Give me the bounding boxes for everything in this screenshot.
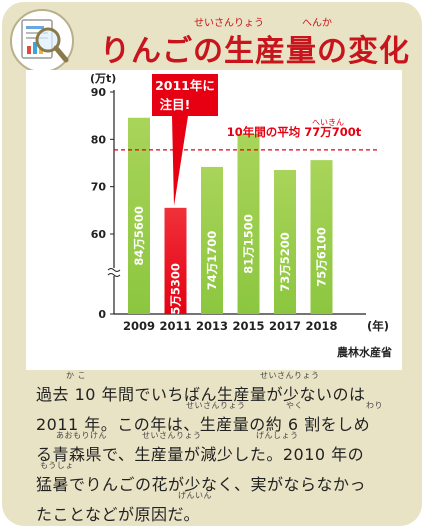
axis-break-mark-2 (107, 273, 121, 277)
callout-bubble (152, 74, 218, 206)
bar-2011 (164, 207, 187, 314)
ruby-annotation: せいさんりょう (260, 371, 320, 380)
y-tick-label: 70 (91, 181, 107, 194)
bar-value-label: 81万1500 (242, 214, 256, 274)
title-ruby-henka: へんか (302, 18, 332, 29)
x-tick-label: 2015 (232, 319, 264, 333)
bar-2013 (201, 166, 223, 314)
paragraph-line-text: たことなどが原因だ。 (36, 505, 201, 524)
axis-break-mark-1 (107, 268, 121, 272)
ruby-annotation: せいさんりょう (142, 431, 202, 440)
paragraph-line: 猛暑でりんごの花が少なく、実がならなかっ もうしょ (36, 461, 408, 495)
paragraph-line-text: 過去 10 年間でいちばん生産量が少ないのは (36, 385, 366, 404)
bar-2015 (237, 133, 260, 314)
paragraph-line-text: 2011 年。この年は、生産量の約 6 割をしめ (36, 415, 371, 434)
ruby-annotation: せいさんりょう (186, 401, 246, 410)
ruby-annotation: げんしょう (256, 431, 299, 440)
x-tick-label: 2017 (269, 319, 301, 333)
source-label: 農林水産省 (337, 345, 392, 359)
callout-line-2: 注目! (160, 97, 191, 112)
bar-2018 (310, 160, 333, 314)
bar-2009 (128, 117, 150, 314)
ruby-annotation: げんいん (178, 491, 212, 500)
ruby-annotation: か こ (66, 371, 87, 380)
average-ruby: へいきん (312, 118, 344, 127)
bar-2017 (274, 170, 296, 314)
y-tick-label: 60 (91, 228, 107, 241)
y-tick-label: 90 (91, 86, 107, 99)
magnifier-chart-icon (10, 9, 74, 73)
bar-value-label: 73万5200 (278, 232, 292, 292)
ruby-annotation: もうしょ (40, 461, 74, 470)
bar-value-label: 84万5600 (132, 206, 146, 266)
bar-value-label: 74万1700 (205, 231, 219, 291)
paragraph-line: たことなどが原因だ。 げんいん (36, 491, 408, 525)
ruby-annotation: わり (366, 401, 383, 410)
x-axis-suffix: (年) (367, 319, 389, 333)
paragraph-line: る青森県で、生産量が減少した。2010 年の あおもりけん せいさんりょう げんしょう (36, 431, 408, 465)
paragraph-line: 過去 10 年間でいちばん生産量が少ないのは か こ せいさんりょう (36, 371, 408, 405)
paragraph-line-text: る青森県で、生産量が減少した。2010 年の (36, 445, 365, 464)
y-tick-label: 0 (98, 308, 106, 321)
y-tick-label: 80 (91, 133, 107, 146)
callout-line-1: 2011年に (155, 78, 215, 93)
x-tick-label: 2009 (123, 319, 155, 333)
x-tick-label: 2013 (196, 319, 228, 333)
bar-value-label: 75万6100 (315, 227, 329, 287)
ruby-annotation: やく (286, 401, 303, 410)
ruby-annotation: あおもりけん (56, 431, 107, 440)
explanation-paragraph: 過去 10 年間でいちばん生産量が少ないのはか こせいさんりょう 2011 年。こ… (36, 371, 408, 525)
bar-value-label: 65万5300 (169, 263, 183, 323)
chart-panel: (万t) 0 60 70 80 90 84万5600 2009 65万5300 2011 74万17… (26, 70, 402, 370)
y-unit-label: (万t) (90, 72, 116, 85)
average-label: 10年間の平均 77万700t (227, 125, 362, 139)
paragraph-line: 2011 年。この年は、生産量の約 6 割をしめ せいさんりょう やく わり (36, 401, 408, 435)
title-ruby-seisanryou: せいさんりょう (194, 18, 264, 29)
x-tick-label: 2018 (305, 319, 337, 333)
x-tick-label: 2011 (159, 319, 191, 333)
paragraph-line-text: 猛暑でりんごの花が少なく、実がならなかっ (36, 475, 367, 494)
page-title: りんごの生産量の変化 (100, 34, 410, 69)
